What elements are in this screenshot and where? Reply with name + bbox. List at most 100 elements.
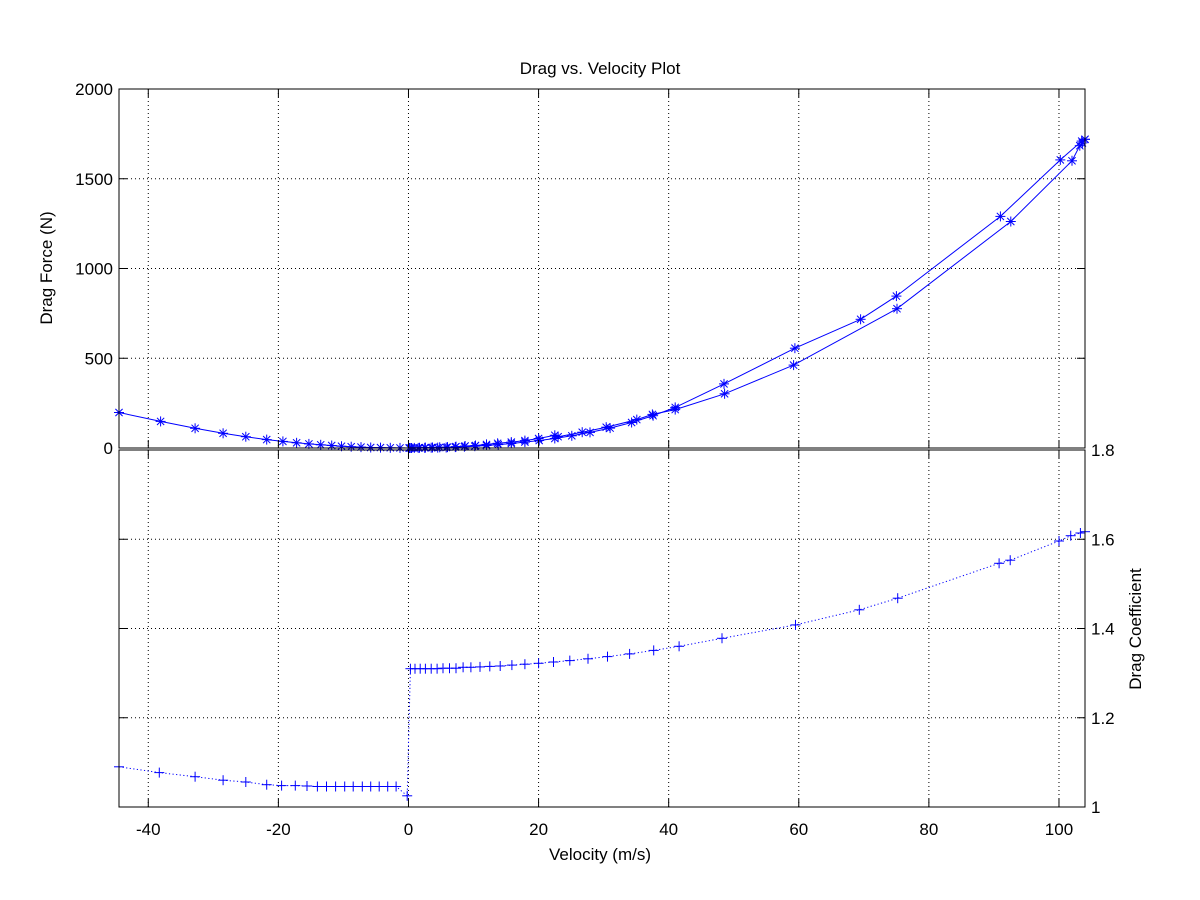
plus-marker (365, 781, 376, 792)
velocity-tick-label: 20 (529, 820, 548, 839)
asterisk-marker (470, 440, 481, 451)
velocity-axis-label: Velocity (m/s) (549, 845, 651, 864)
asterisk-marker (326, 440, 337, 451)
plus-marker (624, 648, 635, 659)
plus-marker (484, 661, 495, 672)
asterisk-marker (719, 378, 729, 389)
plus-marker (648, 645, 659, 656)
asterisk-marker (492, 438, 503, 449)
drag-coefficient-tick-label: 1 (1091, 798, 1100, 817)
plus-marker (1075, 528, 1086, 538)
asterisk-marker (303, 438, 314, 449)
asterisk-marker (647, 409, 658, 420)
plus-marker (190, 771, 201, 782)
velocity-tick-label: -40 (136, 820, 161, 839)
drag-coefficient-tick-label: 1.2 (1091, 709, 1115, 728)
asterisk-marker (891, 291, 902, 302)
plus-marker (357, 781, 368, 792)
velocity-tick-label: 40 (659, 820, 678, 839)
velocity-tick-label: 100 (1045, 820, 1073, 839)
asterisk-marker (277, 436, 288, 447)
asterisk-marker (549, 430, 560, 441)
drag-coefficient-axes: -40 -20 0 20 40 60 80 100 1 1.2 1.4 1.6 1.8 Velocity… (114, 441, 1145, 864)
plus-marker (330, 781, 341, 792)
velocity-tick-label: 80 (919, 820, 938, 839)
plus-marker (290, 780, 301, 791)
asterisk-marker (218, 428, 229, 439)
drag-coefficient-axis-label: Drag Coefficient (1126, 568, 1145, 690)
plus-marker (1005, 555, 1016, 566)
plus-marker (495, 661, 506, 671)
drag-force-tick-label: 1000 (75, 260, 113, 279)
plus-marker (519, 659, 530, 670)
plus-marker (382, 781, 393, 792)
asterisk-marker (892, 303, 902, 314)
plus-marker (994, 558, 1005, 569)
plus-marker (302, 781, 312, 791)
asterisk-marker (601, 422, 612, 433)
velocity-tick-label: -20 (266, 820, 291, 839)
plus-marker (717, 633, 727, 644)
plus-marker (451, 663, 461, 674)
drag-force-ticks: 0 500 1000 1500 2000 (75, 80, 1085, 458)
asterisk-marker (519, 435, 530, 446)
asterisk-marker (1005, 216, 1016, 227)
plus-marker (374, 781, 385, 792)
asterisk-marker (631, 414, 642, 425)
drag-force-tick-label: 2000 (75, 80, 113, 99)
plus-marker (240, 777, 251, 787)
asterisk-marker (315, 439, 326, 450)
plus-marker (892, 593, 903, 604)
asterisk-marker (261, 434, 272, 445)
plus-marker (475, 661, 485, 672)
velocity-tick-label: 0 (404, 820, 413, 839)
plus-marker (321, 781, 332, 792)
asterisk-marker (855, 314, 866, 325)
plus-marker (674, 641, 685, 652)
plus-marker (391, 781, 402, 792)
plus-marker (548, 657, 559, 667)
asterisk-marker (788, 360, 799, 371)
asterisk-marker (670, 404, 681, 415)
asterisk-marker (577, 427, 588, 438)
plus-marker (854, 604, 865, 615)
asterisk-marker (506, 437, 517, 448)
asterisk-marker (1055, 154, 1066, 165)
asterisk-marker (566, 430, 577, 441)
plus-marker (276, 780, 287, 791)
asterisk-marker (626, 417, 637, 428)
plus-marker (506, 660, 517, 671)
drag-force-tick-label: 1500 (75, 170, 113, 189)
chart-title: Drag vs. Velocity Plot (520, 59, 681, 78)
plus-marker (154, 767, 165, 778)
plus-marker (348, 781, 359, 792)
asterisk-marker (1067, 155, 1077, 166)
asterisk-marker (346, 441, 357, 452)
drag-coefficient-series-line (118, 531, 1086, 797)
asterisk-marker (995, 211, 1006, 222)
plus-marker (402, 790, 413, 801)
drag-coefficient-ticks: -40 -20 0 20 40 60 80 100 1 1.2 1.4 1.6 1.8 (119, 441, 1115, 839)
asterisk-marker (240, 431, 251, 442)
plus-marker (339, 781, 350, 792)
plus-marker (465, 662, 476, 673)
drag-force-grid (119, 89, 1085, 448)
drag-coefficient-tick-label: 1.4 (1091, 620, 1115, 639)
asterisk-marker (719, 388, 730, 399)
plus-marker (533, 658, 544, 669)
asterisk-marker (155, 416, 166, 427)
drag-coefficient-grid (119, 450, 1085, 807)
drag-force-tick-label: 500 (85, 349, 113, 368)
plus-marker (1054, 536, 1064, 546)
plus-marker (261, 779, 272, 790)
drag-coefficient-series (114, 526, 1090, 801)
velocity-tick-label: 60 (789, 820, 808, 839)
drag-coefficient-tick-label: 1.8 (1091, 441, 1115, 460)
asterisk-marker (291, 437, 302, 448)
plus-marker (218, 775, 229, 786)
plus-marker (583, 653, 593, 664)
asterisk-marker (356, 442, 366, 453)
plus-marker (312, 781, 323, 792)
